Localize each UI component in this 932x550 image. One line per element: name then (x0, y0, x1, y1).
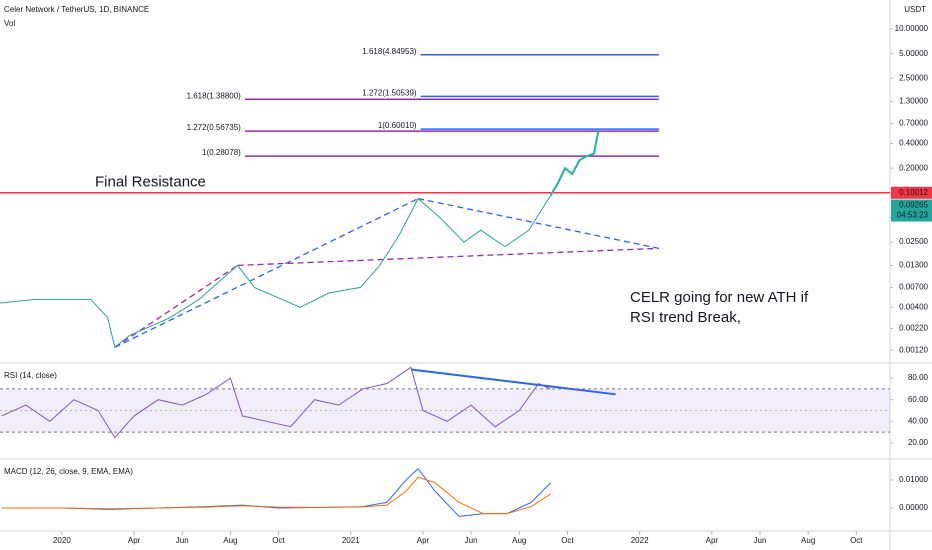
y-tick-label: 0.00700 (899, 283, 928, 292)
fib-label: 1.272(1.50539) (362, 88, 417, 97)
resistance-badge (891, 186, 932, 199)
fib-label: 1.272(0.56735) (187, 123, 242, 132)
y-tick-label: 0.40000 (899, 139, 928, 148)
y-tick-label: 60.00 (908, 395, 929, 404)
y-tick-label: 20.00 (908, 438, 929, 447)
y-tick-label: 0.01000 (899, 475, 928, 484)
y-tick-label: 40.00 (908, 416, 929, 425)
y-tick-label: 0.00000 (899, 503, 928, 512)
fib-label: 1.618(4.84953) (362, 47, 417, 56)
x-tick-label: Oct (561, 536, 574, 545)
x-tick-label: 2022 (631, 536, 649, 545)
last-price-text: 0.09265 (899, 201, 928, 210)
pane-title: MACD (12, 26, close, 9, EMA, EMA) (4, 467, 133, 476)
y-tick-label: 0.00120 (899, 345, 928, 354)
y-tick-label: 0.20000 (899, 163, 928, 172)
series-line (549, 128, 600, 197)
trendline (114, 198, 419, 348)
x-tick-label: Jun (754, 536, 767, 545)
resistance-label: Final Resistance (95, 174, 206, 191)
trendline (237, 247, 659, 267)
series-line (1, 366, 551, 439)
y-tick-label: 0.00220 (899, 324, 928, 333)
y-tick-label: 0.01300 (899, 261, 928, 270)
pane-subtitle: Vol (4, 19, 15, 28)
y-tick-label: 0.00400 (899, 302, 928, 311)
trendline (114, 264, 238, 348)
resistance-badge-text: 0.10012 (899, 188, 928, 197)
x-tick-label: Apr (417, 536, 430, 545)
trendline (410, 368, 616, 396)
series-line (0, 195, 551, 349)
x-tick-label: Aug (223, 536, 237, 545)
trendline (418, 197, 660, 249)
fib-label: 1(0.60010) (378, 121, 417, 130)
x-tick-label: Apr (128, 536, 141, 545)
x-tick-label: Apr (706, 536, 719, 545)
y-tick-label: 0.70000 (899, 119, 928, 128)
countdown-text: 04:53:23 (897, 211, 929, 220)
x-tick-label: Jun (176, 536, 189, 545)
y-tick-label: 1.30000 (899, 97, 928, 106)
series-line (1, 476, 551, 515)
x-tick-label: Aug (512, 536, 526, 545)
x-tick-label: Oct (850, 536, 863, 545)
y-tick-label: 5.00000 (899, 49, 928, 58)
x-tick-label: 2020 (53, 536, 71, 545)
pane-title: RSI (14, close) (4, 371, 57, 380)
fib-label: 1.618(1.38800) (187, 91, 242, 100)
y-tick-label: 80.00 (908, 373, 929, 382)
annotation-text: CELR going for new ATH if (630, 289, 809, 306)
fib-label: 1(0.28078) (202, 148, 241, 157)
x-tick-label: Aug (801, 536, 815, 545)
y-tick-label: 0.02500 (899, 237, 928, 246)
pane-title: Celer Network / TetherUS, 1D, BINANCE (4, 5, 149, 14)
y-tick-label: 10.00000 (895, 24, 929, 33)
axis-unit: USDT (904, 5, 926, 14)
annotation-text: RSI trend Break, (630, 309, 741, 326)
y-tick-label: 2.50000 (899, 73, 928, 82)
last-price-badge (891, 199, 932, 222)
x-tick-label: 2021 (342, 536, 360, 545)
x-tick-label: Oct (272, 536, 285, 545)
x-tick-label: Jun (465, 536, 478, 545)
